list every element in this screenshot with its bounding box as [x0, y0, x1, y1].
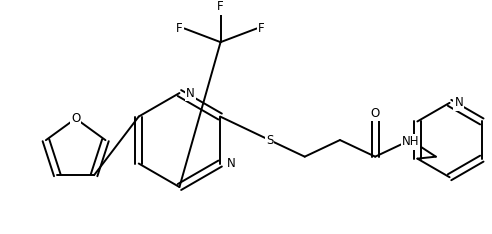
Text: F: F: [217, 0, 224, 13]
Text: O: O: [71, 112, 80, 125]
Text: F: F: [258, 22, 265, 35]
Text: F: F: [176, 22, 183, 35]
Text: N: N: [227, 157, 236, 170]
Text: S: S: [266, 134, 273, 146]
Text: NH: NH: [401, 135, 419, 149]
Text: N: N: [455, 96, 463, 109]
Text: O: O: [370, 107, 380, 120]
Text: N: N: [186, 87, 195, 99]
